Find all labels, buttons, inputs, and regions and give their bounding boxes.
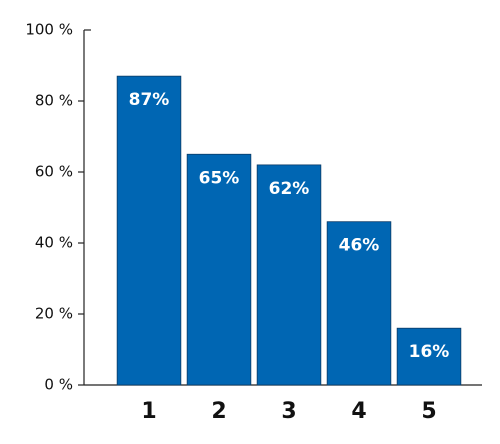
bar <box>396 327 462 386</box>
value-label: 62% <box>269 179 310 199</box>
x-tick-label: 4 <box>351 399 366 424</box>
value-label: 46% <box>339 236 380 256</box>
y-tick-label: 20 % <box>35 305 73 323</box>
value-label: 65% <box>199 168 240 188</box>
x-tick-label: 3 <box>281 399 296 424</box>
y-tick-label: 40 % <box>35 234 73 252</box>
value-label: 87% <box>129 90 170 110</box>
bar <box>256 164 322 386</box>
bar <box>186 153 252 386</box>
x-tick-label: 5 <box>421 399 436 424</box>
y-tick-label: 60 % <box>35 163 73 181</box>
y-tick-label: 100 % <box>25 21 73 39</box>
bar <box>326 221 392 386</box>
x-tick-label: 1 <box>141 399 156 424</box>
x-tick-label: 2 <box>211 399 226 424</box>
y-tick-label: 80 % <box>35 92 73 110</box>
y-tick-label: 0 % <box>44 376 73 394</box>
value-label: 16% <box>409 342 450 362</box>
bar <box>116 75 182 386</box>
